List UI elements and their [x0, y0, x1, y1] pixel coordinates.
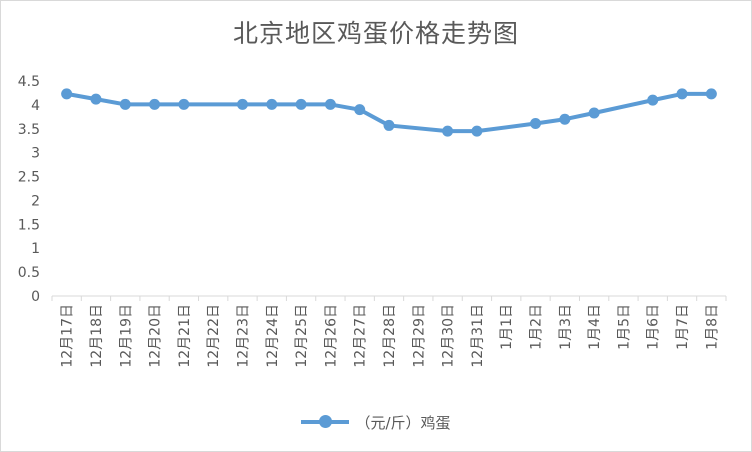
data-point [676, 88, 688, 100]
data-point [178, 98, 190, 110]
x-tick-label: 12月23日 [235, 304, 251, 368]
x-tick-label: 1月4日 [587, 304, 603, 350]
x-tick-label: 1月6日 [646, 304, 662, 350]
x-tick-label: 12月17日 [60, 304, 76, 368]
x-tick-label: 12月29日 [411, 304, 427, 368]
data-point [559, 113, 571, 125]
x-tick-label: 12月20日 [148, 304, 164, 368]
y-tick-label: 2 [31, 193, 40, 209]
x-tick-label: 1月1日 [499, 304, 515, 350]
y-tick-label: 4 [31, 98, 40, 114]
x-tick-label: 12月21日 [177, 304, 193, 368]
y-tick-label: 1.5 [18, 217, 40, 233]
y-tick-label: 0 [31, 289, 40, 305]
legend-label: （元/斤）鸡蛋 [355, 413, 451, 432]
legend: （元/斤）鸡蛋 [0, 408, 752, 436]
data-point [90, 93, 102, 105]
x-tick-label: 12月19日 [118, 304, 134, 368]
data-point [324, 98, 336, 110]
y-axis-ticks: 0 0.5 1 1.5 2 2.5 3 3.5 4 4.5 [18, 74, 40, 305]
y-tick-label: 1 [31, 241, 40, 257]
data-point [149, 98, 161, 110]
y-tick-label: 4.5 [18, 74, 40, 90]
series-layer [61, 88, 717, 137]
data-point [236, 98, 248, 110]
x-tick-label: 12月18日 [89, 304, 105, 368]
data-point [530, 118, 542, 130]
data-point [383, 119, 395, 131]
data-point [295, 98, 307, 110]
x-tick-label: 12月28日 [382, 304, 398, 368]
y-tick-label: 3 [31, 146, 40, 162]
x-tick-label: 12月31日 [470, 304, 486, 368]
x-tick-label: 12月26日 [323, 304, 339, 368]
x-axis-ticks: 12月17日 12月18日 12月19日 12月20日 12月21日 12月22日 12月2… [60, 304, 721, 368]
x-tick-label: 12月25日 [294, 304, 310, 368]
y-tick-label: 3.5 [18, 122, 40, 138]
x-tick-label: 1月2日 [529, 304, 545, 350]
x-tick-label: 12月24日 [265, 304, 281, 368]
legend-marker-icon [301, 415, 350, 429]
x-tick-label: 1月3日 [558, 304, 574, 350]
x-tick-label: 12月22日 [206, 304, 222, 368]
data-point [471, 125, 483, 137]
data-point [61, 88, 73, 100]
data-point [354, 104, 366, 116]
x-tick-label: 1月8日 [704, 304, 720, 350]
data-point [705, 88, 717, 100]
data-point [442, 125, 454, 137]
axes [51, 295, 727, 301]
x-tick-label: 12月30日 [441, 304, 457, 368]
data-point [647, 94, 659, 106]
x-tick-label: 1月5日 [616, 304, 632, 350]
y-tick-label: 0.5 [18, 265, 40, 281]
chart-title: 北京地区鸡蛋价格走势图 [232, 19, 519, 48]
data-point [266, 98, 278, 110]
x-tick-label: 12月27日 [353, 304, 369, 368]
x-tick-label: 1月7日 [675, 304, 691, 350]
y-tick-label: 2.5 [18, 170, 40, 186]
data-point [119, 98, 131, 110]
data-point [588, 107, 600, 119]
